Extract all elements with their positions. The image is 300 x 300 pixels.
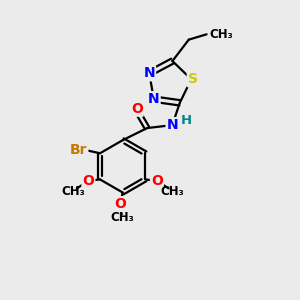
Text: N: N [167, 118, 178, 132]
Text: O: O [151, 174, 163, 188]
Text: O: O [114, 197, 126, 211]
Text: N: N [143, 66, 155, 80]
Text: O: O [131, 102, 142, 116]
Text: H: H [181, 114, 192, 127]
Text: CH₃: CH₃ [61, 185, 85, 198]
Text: CH₃: CH₃ [160, 185, 184, 198]
Text: Br: Br [70, 143, 87, 157]
Text: CH₃: CH₃ [209, 28, 233, 41]
Text: N: N [148, 92, 160, 106]
Text: S: S [188, 72, 198, 86]
Text: CH₃: CH₃ [110, 211, 134, 224]
Text: O: O [82, 174, 94, 188]
